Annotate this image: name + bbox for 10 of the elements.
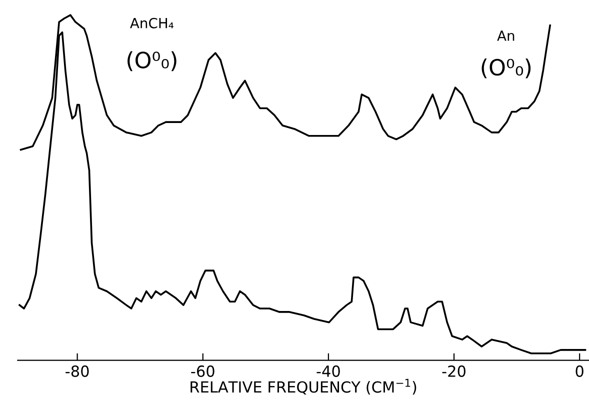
annotation: (O⁰₀) xyxy=(128,51,176,72)
x-tick-label: -60 xyxy=(191,365,214,377)
x-tick-label: 0 xyxy=(576,365,584,377)
x-axis-title: RELATIVE FREQUENCY (CM$^{−1}$) xyxy=(190,378,416,395)
x-tick-label: -40 xyxy=(316,365,340,377)
annotation: An xyxy=(497,30,514,41)
x-tick-label: -20 xyxy=(442,365,466,377)
annotation: AnCH₄ xyxy=(130,18,174,28)
annotation: (O⁰₀) xyxy=(482,58,531,78)
x-tick-label: -80 xyxy=(66,365,89,377)
